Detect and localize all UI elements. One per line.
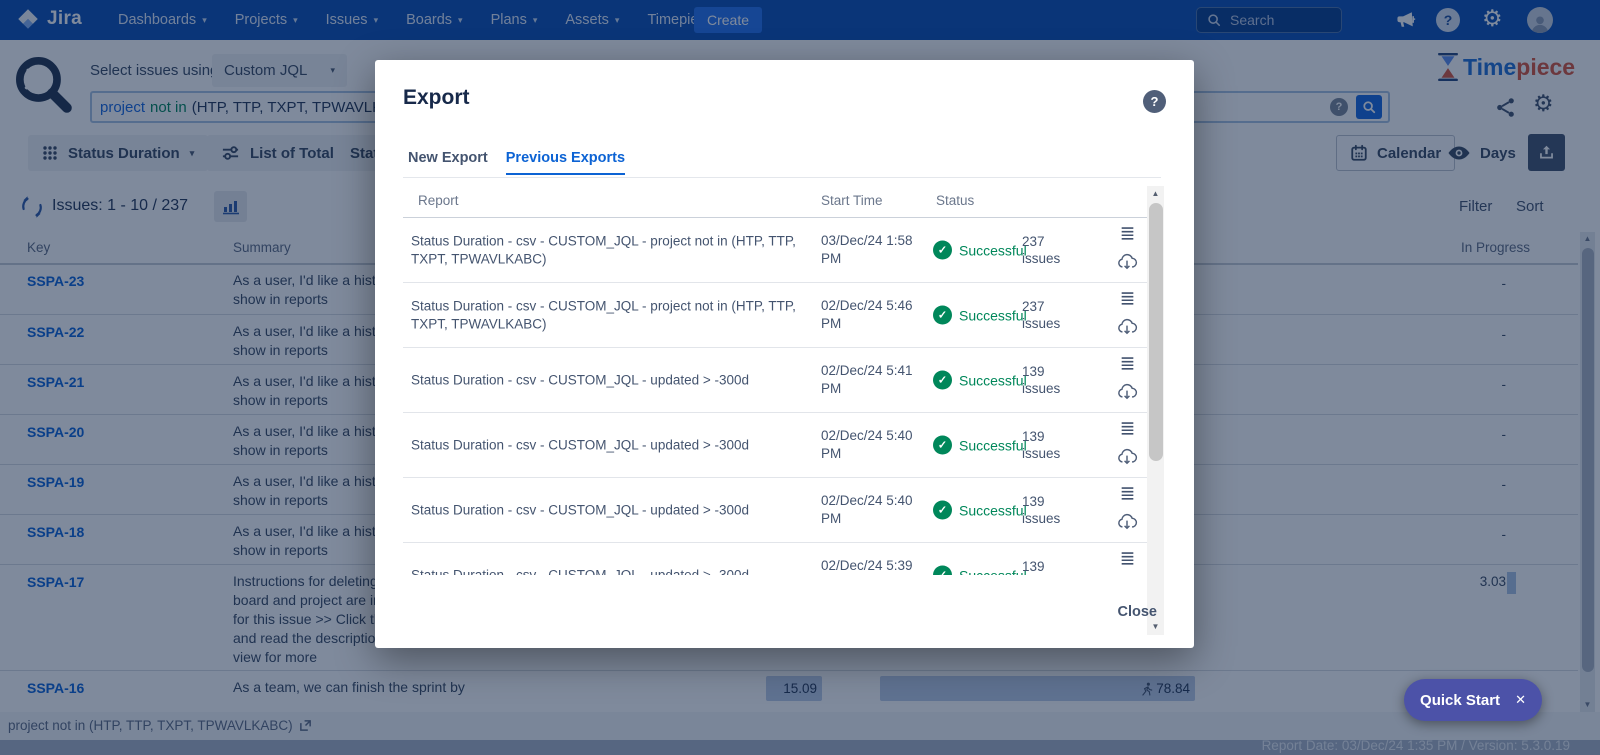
export-status: ✓Successful — [933, 240, 1027, 260]
export-status: ✓Successful — [933, 305, 1027, 325]
cloud-download-icon[interactable] — [1116, 512, 1138, 531]
cloud-download-icon[interactable] — [1116, 317, 1138, 336]
export-start-time: 03/Dec/24 1:58 PM — [821, 233, 913, 266]
export-actions — [1115, 226, 1139, 271]
cloud-download-icon[interactable] — [1116, 447, 1138, 466]
export-status: ✓Successful — [933, 435, 1027, 455]
export-actions — [1115, 486, 1139, 531]
export-report-name: Status Duration - csv - CUSTOM_JQL - upd… — [411, 567, 750, 575]
menu-icon[interactable] — [1119, 486, 1136, 501]
tab-new-export[interactable]: New Export — [408, 150, 488, 166]
export-issue-count: 139 issues — [1022, 364, 1061, 396]
export-start-time: 02/Dec/24 5:41 PM — [821, 363, 913, 396]
export-status: ✓Successful — [933, 565, 1027, 575]
export-issue-count: 237 issues — [1022, 234, 1061, 266]
export-status: ✓Successful — [933, 370, 1027, 390]
scroll-down-arrow[interactable]: ▼ — [1151, 622, 1160, 631]
cloud-download-icon[interactable] — [1116, 382, 1138, 401]
scroll-up-arrow[interactable]: ▲ — [1151, 189, 1160, 198]
export-row: Status Duration - csv - CUSTOM_JQL - upd… — [403, 413, 1147, 478]
tab-previous-exports[interactable]: Previous Exports — [505, 150, 626, 175]
export-actions — [1115, 421, 1139, 466]
col-report: Report — [418, 193, 459, 208]
export-report-name: Status Duration - csv - CUSTOM_JQL - pro… — [411, 233, 796, 267]
menu-icon[interactable] — [1119, 291, 1136, 306]
check-circle-icon: ✓ — [933, 240, 952, 260]
tabs-divider — [403, 177, 1161, 178]
export-row: Status Duration - csv - CUSTOM_JQL - upd… — [403, 478, 1147, 543]
quick-start-button[interactable]: Quick Start ✕ — [1404, 679, 1542, 721]
check-circle-icon: ✓ — [933, 435, 952, 455]
export-modal: Export ? New Export Previous Exports Rep… — [375, 60, 1194, 648]
export-issue-count: 237 issues — [1022, 299, 1061, 331]
quick-start-label: Quick Start — [1420, 691, 1501, 709]
scrollbar-thumb[interactable] — [1148, 203, 1163, 461]
modal-tabs: New Export Previous Exports — [408, 150, 626, 175]
modal-title: Export — [403, 86, 470, 109]
check-circle-icon: ✓ — [933, 500, 952, 520]
export-report-name: Status Duration - csv - CUSTOM_JQL - upd… — [411, 372, 750, 388]
export-actions — [1115, 356, 1139, 401]
export-row: Status Duration - csv - CUSTOM_JQL - upd… — [403, 543, 1147, 575]
export-issue-count: 139 issues — [1022, 559, 1045, 574]
export-start-time: 02/Dec/24 5:40 PM — [821, 493, 913, 526]
export-actions — [1115, 551, 1139, 575]
check-circle-icon: ✓ — [933, 565, 952, 575]
col-status: Status — [936, 193, 975, 208]
export-row: Status Duration - csv - CUSTOM_JQL - pro… — [403, 218, 1147, 283]
export-row: Status Duration - csv - CUSTOM_JQL - pro… — [403, 283, 1147, 348]
menu-icon[interactable] — [1119, 421, 1136, 436]
menu-icon[interactable] — [1119, 356, 1136, 371]
cloud-download-icon[interactable] — [1116, 252, 1138, 271]
export-issue-count: 139 issues — [1022, 494, 1061, 526]
export-status: ✓Successful — [933, 500, 1027, 520]
exports-table-body: Status Duration - csv - CUSTOM_JQL - pro… — [403, 218, 1147, 575]
export-start-time: 02/Dec/24 5:39 PM — [821, 558, 913, 573]
export-row: Status Duration - csv - CUSTOM_JQL - upd… — [403, 348, 1147, 413]
modal-close-button[interactable]: Close — [1117, 604, 1158, 620]
exports-table-header: Report Start Time Status — [403, 186, 1147, 218]
modal-table-scrollbar[interactable]: ▲ ▼ — [1147, 186, 1164, 635]
export-report-name: Status Duration - csv - CUSTOM_JQL - upd… — [411, 502, 750, 518]
check-circle-icon: ✓ — [933, 370, 952, 390]
export-report-name: Status Duration - csv - CUSTOM_JQL - pro… — [411, 298, 796, 332]
export-report-name: Status Duration - csv - CUSTOM_JQL - upd… — [411, 437, 750, 453]
modal-help-icon[interactable]: ? — [1143, 90, 1166, 113]
export-issue-count: 139 issues — [1022, 429, 1061, 461]
menu-icon[interactable] — [1119, 551, 1136, 566]
close-icon[interactable]: ✕ — [1515, 692, 1526, 707]
export-actions — [1115, 291, 1139, 336]
export-start-time: 02/Dec/24 5:46 PM — [821, 298, 913, 331]
col-start-time: Start Time — [821, 193, 883, 208]
menu-icon[interactable] — [1119, 226, 1136, 241]
check-circle-icon: ✓ — [933, 305, 952, 325]
export-start-time: 02/Dec/24 5:40 PM — [821, 428, 913, 461]
